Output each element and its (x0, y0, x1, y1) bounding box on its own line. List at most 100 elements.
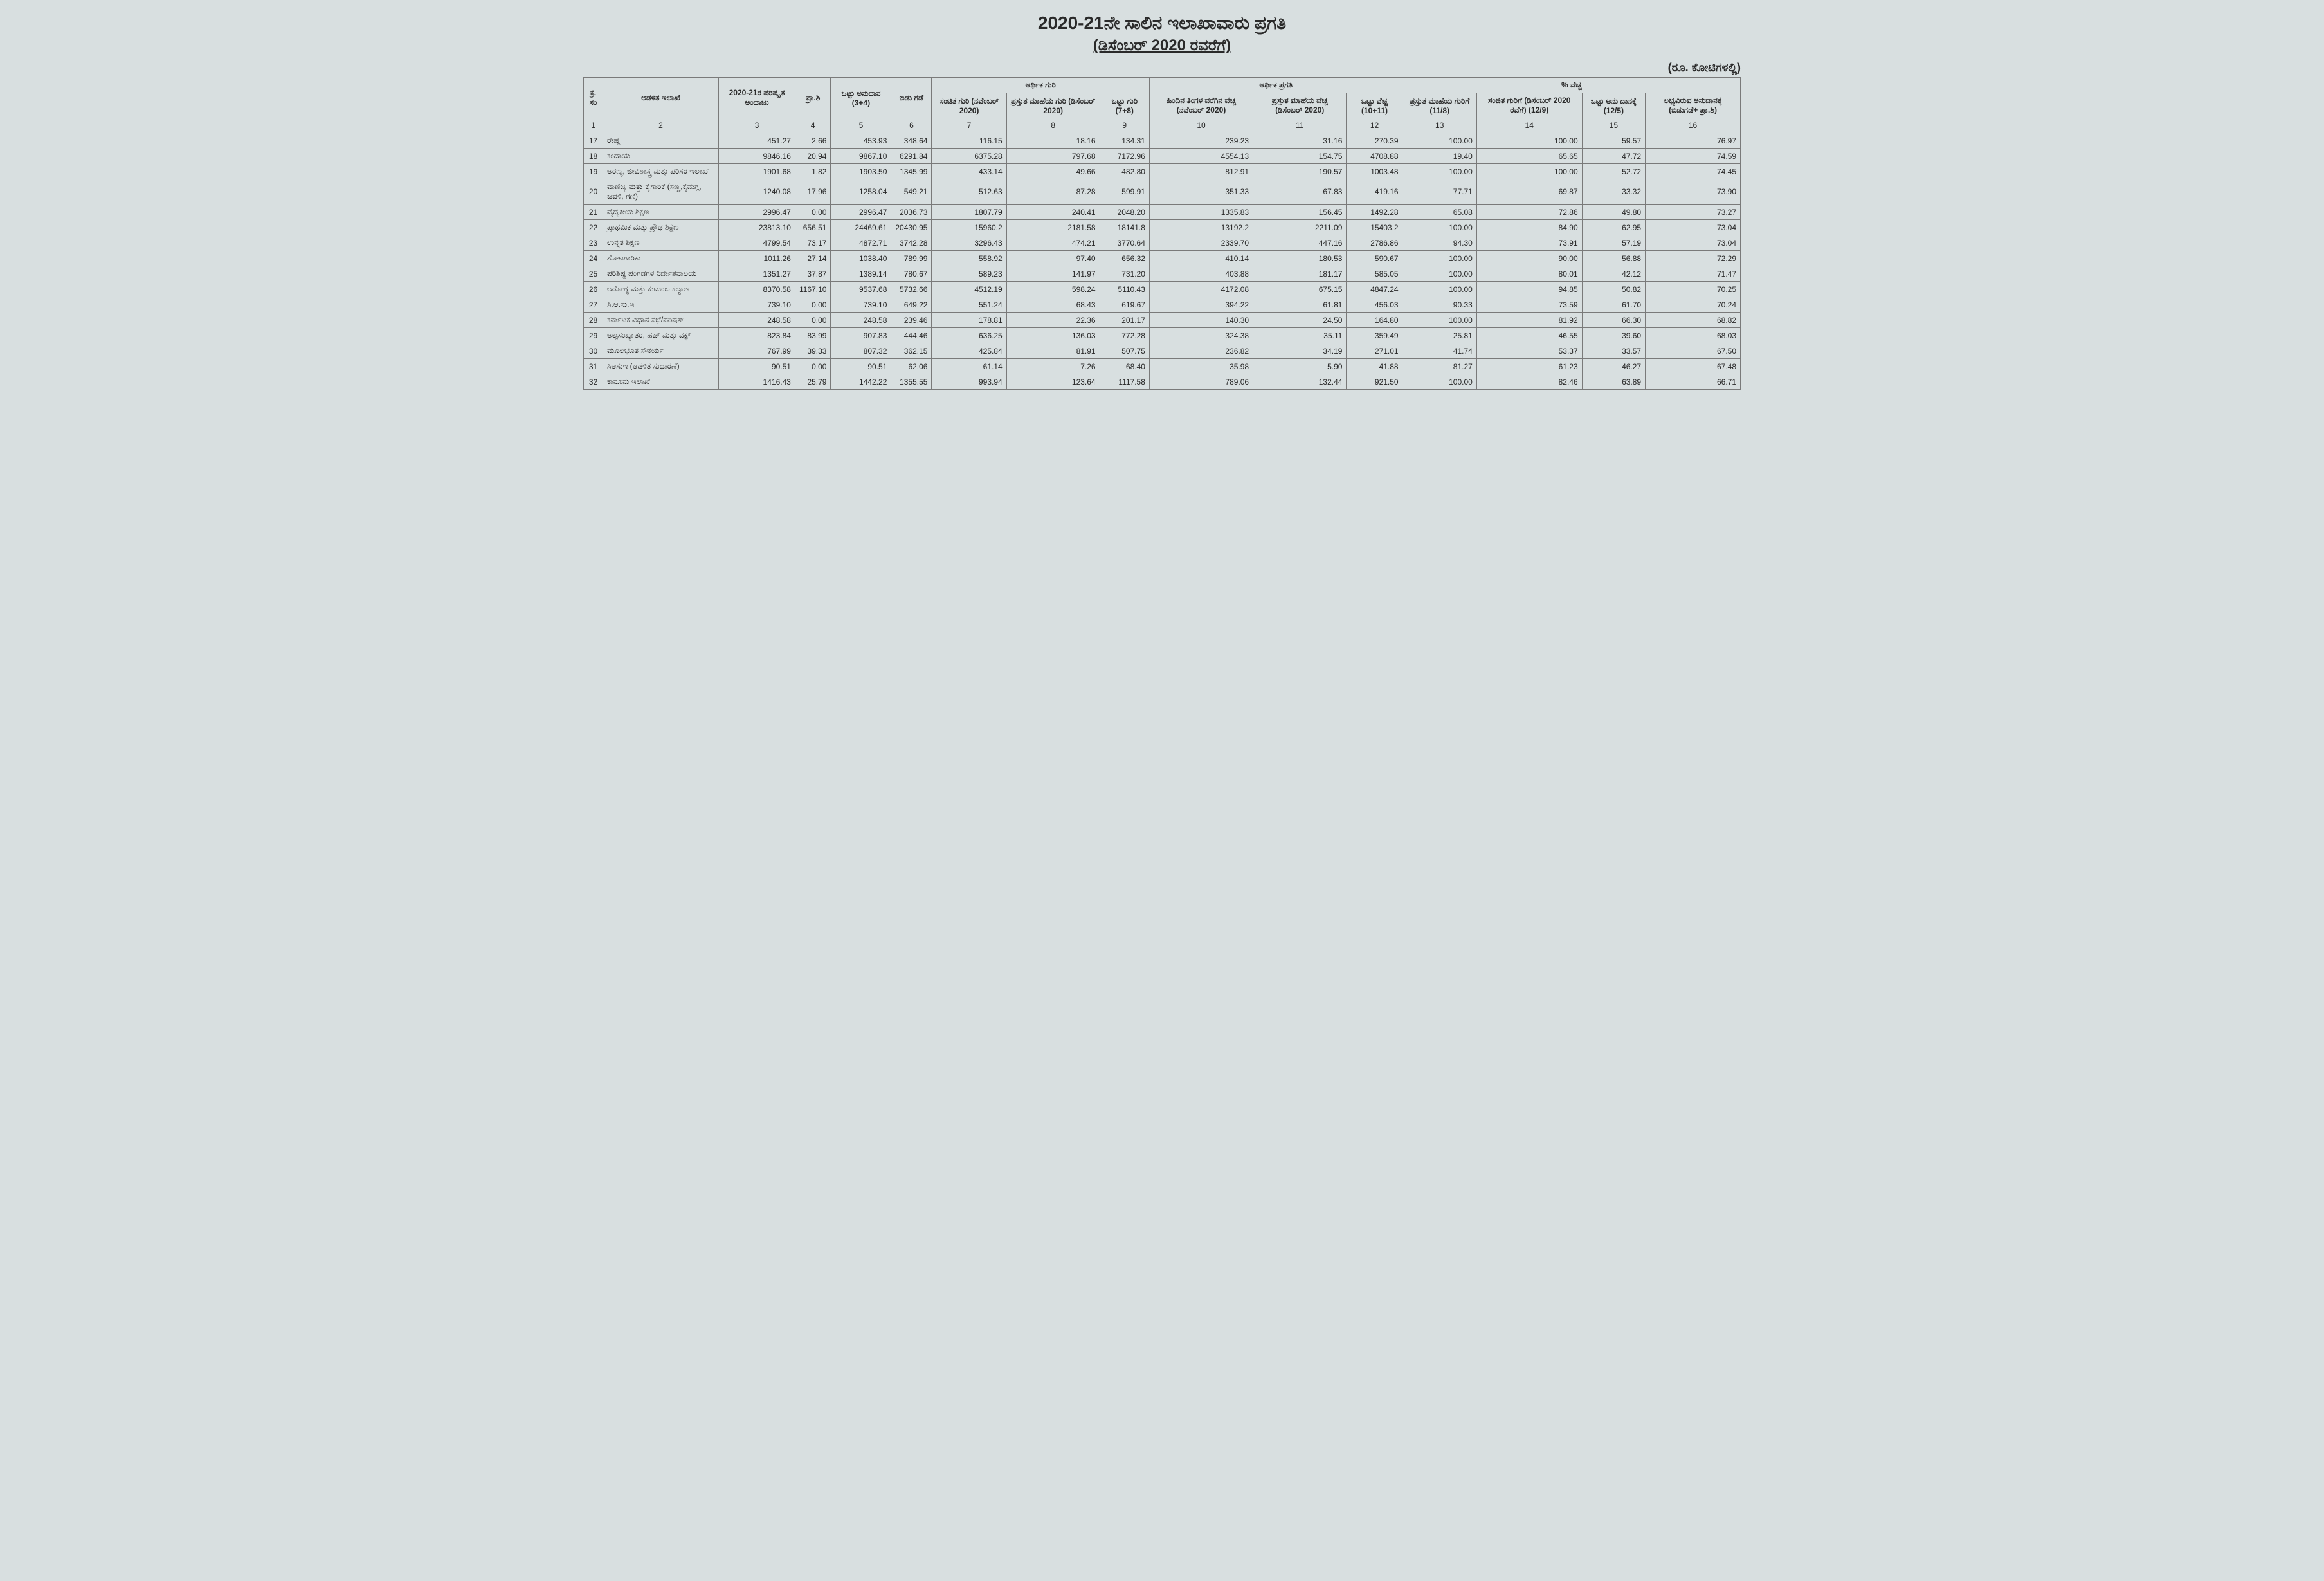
value-cell: 993.94 (932, 374, 1006, 390)
value-cell: 2181.58 (1006, 220, 1100, 235)
value-cell: 23813.10 (719, 220, 795, 235)
value-cell: 451.27 (719, 133, 795, 149)
value-cell: 73.04 (1646, 220, 1741, 235)
value-cell: 74.45 (1646, 164, 1741, 179)
value-cell: 61.70 (1582, 297, 1645, 313)
value-cell: 1416.43 (719, 374, 795, 390)
value-cell: 351.33 (1149, 179, 1253, 205)
value-cell: 83.99 (795, 328, 831, 343)
value-cell: 2211.09 (1253, 220, 1347, 235)
value-cell: 116.15 (932, 133, 1006, 149)
sno-cell: 21 (584, 205, 603, 220)
value-cell: 68.40 (1100, 359, 1149, 374)
header-group-financial-target: ಆರ್ಥಿಕ ಗುರಿ (932, 78, 1149, 93)
colnum-cell: 1 (584, 118, 603, 133)
value-cell: 474.21 (1006, 235, 1100, 251)
header-group-financial-progress: ಆರ್ಥಿಕ ಪ್ರಗತಿ (1149, 78, 1403, 93)
table-row: 30ಮೂಲಭೂತ ಸೌಕರ್ಯ767.9939.33807.32362.1542… (584, 343, 1741, 359)
sno-cell: 19 (584, 164, 603, 179)
colnum-cell: 8 (1006, 118, 1100, 133)
value-cell: 1345.99 (891, 164, 932, 179)
value-cell: 164.80 (1347, 313, 1403, 328)
value-cell: 69.87 (1476, 179, 1582, 205)
value-cell: 49.80 (1582, 205, 1645, 220)
table-row: 24ತೋಟಗಾರಿಕಾ1011.2627.141038.40789.99558.… (584, 251, 1741, 266)
progress-table: ಕ್ರ. ಸಂ ಆಡಳಿತ ಇಲಾಖೆ 2020-21ರ ಪರಿಷ್ಕೃತ ಅಂ… (583, 77, 1741, 390)
value-cell: 52.72 (1582, 164, 1645, 179)
value-cell: 70.25 (1646, 282, 1741, 297)
colnum-cell: 15 (1582, 118, 1645, 133)
value-cell: 97.40 (1006, 251, 1100, 266)
value-cell: 90.51 (831, 359, 891, 374)
value-cell: 66.30 (1582, 313, 1645, 328)
value-cell: 19.40 (1403, 149, 1476, 164)
header-prev-month-exp: ಹಿಂದಿನ ತಿಂಗಳ ವರೆಗಿನ ವೆಚ್ಚ (ನವೆಂಬರ್ 2020) (1149, 93, 1253, 118)
value-cell: 1167.10 (795, 282, 831, 297)
value-cell: 15403.2 (1347, 220, 1403, 235)
value-cell: 780.67 (891, 266, 932, 282)
dept-cell: ಉನ್ನತ ಶಿಕ್ಷಣ (603, 235, 719, 251)
value-cell: 35.98 (1149, 359, 1253, 374)
value-cell: 180.53 (1253, 251, 1347, 266)
value-cell: 2996.47 (719, 205, 795, 220)
colnum-cell: 13 (1403, 118, 1476, 133)
table-row: 21ವೈದ್ಯಕೀಯ ಶಿಕ್ಷಣ2996.470.002996.472036.… (584, 205, 1741, 220)
colnum-cell: 6 (891, 118, 932, 133)
value-cell: 0.00 (795, 205, 831, 220)
value-cell: 3742.28 (891, 235, 932, 251)
value-cell: 90.51 (719, 359, 795, 374)
colnum-cell: 3 (719, 118, 795, 133)
value-cell: 619.67 (1100, 297, 1149, 313)
value-cell: 72.86 (1476, 205, 1582, 220)
value-cell: 25.81 (1403, 328, 1476, 343)
value-cell: 4799.54 (719, 235, 795, 251)
value-cell: 53.37 (1476, 343, 1582, 359)
value-cell: 67.83 (1253, 179, 1347, 205)
value-cell: 190.57 (1253, 164, 1347, 179)
value-cell: 57.19 (1582, 235, 1645, 251)
value-cell: 62.95 (1582, 220, 1645, 235)
value-cell: 50.82 (1582, 282, 1645, 297)
sno-cell: 32 (584, 374, 603, 390)
value-cell: 5110.43 (1100, 282, 1149, 297)
sno-cell: 25 (584, 266, 603, 282)
table-row: 28ಕರ್ನಾಟಕ ವಿಧಾನ ಸಭೆ/ಪರಿಷತ್248.580.00248.… (584, 313, 1741, 328)
value-cell: 1258.04 (831, 179, 891, 205)
value-cell: 239.23 (1149, 133, 1253, 149)
value-cell: 100.00 (1403, 164, 1476, 179)
value-cell: 348.64 (891, 133, 932, 149)
value-cell: 1389.14 (831, 266, 891, 282)
header-release: ಬಿಡು ಗಡೆ (891, 78, 932, 118)
value-cell: 1442.22 (831, 374, 891, 390)
value-cell: 1355.55 (891, 374, 932, 390)
header-sno: ಕ್ರ. ಸಂ (584, 78, 603, 118)
value-cell: 20.94 (795, 149, 831, 164)
dept-cell: ಆರೋಗ್ಯ ಮತ್ತು ಕುಟುಂಬ ಕಲ್ಯಾಣ (603, 282, 719, 297)
value-cell: 82.46 (1476, 374, 1582, 390)
value-cell: 141.97 (1006, 266, 1100, 282)
value-cell: 1903.50 (831, 164, 891, 179)
value-cell: 37.87 (795, 266, 831, 282)
value-cell: 1003.48 (1347, 164, 1403, 179)
value-cell: 76.97 (1646, 133, 1741, 149)
sno-cell: 31 (584, 359, 603, 374)
value-cell: 2339.70 (1149, 235, 1253, 251)
sno-cell: 20 (584, 179, 603, 205)
value-cell: 403.88 (1149, 266, 1253, 282)
sno-cell: 29 (584, 328, 603, 343)
value-cell: 6291.84 (891, 149, 932, 164)
value-cell: 94.85 (1476, 282, 1582, 297)
colnum-cell: 14 (1476, 118, 1582, 133)
table-row: 25ಪರಿಶಿಷ್ಟ ಪಂಗಡಗಳ ನಿರ್ದೇಶನಾಲಯ1351.2737.8… (584, 266, 1741, 282)
value-cell: 248.58 (719, 313, 795, 328)
value-cell: 100.00 (1403, 374, 1476, 390)
value-cell: 2036.73 (891, 205, 932, 220)
header-cum-target: ಸಂಚಿತ ಗುರಿ (ನವೆಂಬರ್ 2020) (932, 93, 1006, 118)
value-cell: 65.65 (1476, 149, 1582, 164)
value-cell: 68.82 (1646, 313, 1741, 328)
dept-cell: ಪ್ರಾಥಮಿಕ ಮತ್ತು ಪ್ರೌಢ ಶಿಕ್ಷಣ (603, 220, 719, 235)
colnum-cell: 11 (1253, 118, 1347, 133)
dept-cell: ಮೂಲಭೂತ ಸೌಕರ್ಯ (603, 343, 719, 359)
value-cell: 3770.64 (1100, 235, 1149, 251)
value-cell: 154.75 (1253, 149, 1347, 164)
